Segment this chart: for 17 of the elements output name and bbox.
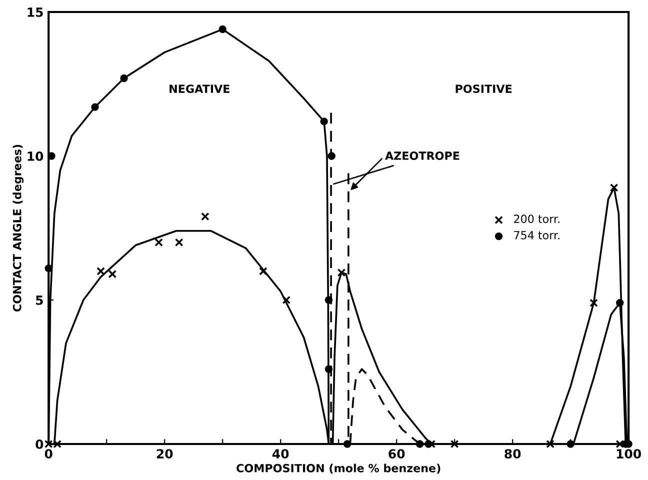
- x-tick-label: 100: [616, 449, 642, 459]
- x-tick-label: 40: [272, 449, 289, 459]
- x-tick-label: 0: [44, 449, 52, 459]
- annotation: AZEOTROPE: [385, 152, 460, 160]
- y-axis-title: CONTACT ANGLE (degrees): [12, 144, 24, 312]
- annotation: NEGATIVE: [170, 84, 230, 93]
- y-tick-label: 10: [28, 151, 44, 161]
- y-tick-label: 5: [36, 296, 43, 305]
- x-axis-title: COMPOSITION (mole % benzene): [236, 464, 440, 474]
- x-tick-label: 80: [504, 449, 521, 459]
- x-tick-label: 60: [388, 449, 405, 459]
- legend-label: 200 torr.: [514, 214, 560, 224]
- x-tick-label: 20: [156, 449, 173, 459]
- y-tick-label: 0: [36, 439, 44, 449]
- y-tick-label: 15: [28, 8, 43, 17]
- annotation: POSITIVE: [456, 84, 512, 93]
- legend-label: 754 torr.: [514, 231, 560, 240]
